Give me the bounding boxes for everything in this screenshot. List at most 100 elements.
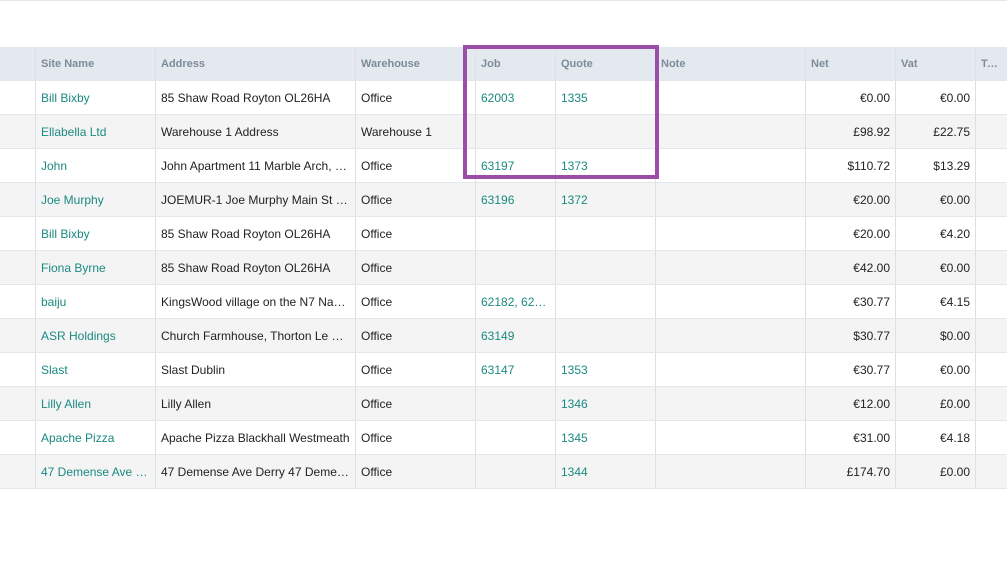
job-cell[interactable]: 63197 xyxy=(476,149,556,182)
job-link[interactable]: 63196 xyxy=(481,192,515,207)
row-select-cell[interactable] xyxy=(0,353,36,386)
net-cell: €20.00 xyxy=(806,217,896,250)
table-row[interactable]: Ellabella Ltd Warehouse 1 Address Wareho… xyxy=(0,114,1007,148)
site-name-link[interactable]: Apache Pizza xyxy=(41,430,115,445)
row-select-cell[interactable] xyxy=(0,455,36,488)
table-row[interactable]: Joe Murphy JOEMUR-1 Joe Murphy Main St D… xyxy=(0,182,1007,216)
vat-cell: £0.00 xyxy=(896,455,976,488)
job-cell[interactable]: 62003 xyxy=(476,81,556,114)
site-name-link[interactable]: Fiona Byrne xyxy=(41,260,106,275)
site-name-link[interactable]: ASR Holdings xyxy=(41,328,116,343)
site-name-cell[interactable]: ASR Holdings xyxy=(36,319,156,352)
note-cell xyxy=(656,319,806,352)
quote-cell[interactable] xyxy=(556,251,656,284)
job-link[interactable]: 63147 xyxy=(481,362,515,377)
site-name-link[interactable]: Bill Bixby xyxy=(41,226,90,241)
table-row[interactable]: 47 Demense Ave Derry 47 Demense Ave Derr… xyxy=(0,454,1007,488)
site-name-cell[interactable]: John xyxy=(36,149,156,182)
quote-cell[interactable] xyxy=(556,217,656,250)
site-name-cell[interactable]: Joe Murphy xyxy=(36,183,156,216)
column-header-warehouse[interactable]: Warehouse xyxy=(356,47,476,80)
job-cell[interactable]: 62182, 62183 xyxy=(476,285,556,318)
job-cell[interactable] xyxy=(476,455,556,488)
site-name-link[interactable]: Joe Murphy xyxy=(41,192,104,207)
site-name-link[interactable]: Bill Bixby xyxy=(41,90,90,105)
address-cell: 85 Shaw Road Royton OL26HA xyxy=(156,217,356,250)
table-row[interactable]: ASR Holdings Church Farmhouse, Thorton L… xyxy=(0,318,1007,352)
column-header-job[interactable]: Job xyxy=(476,47,556,80)
site-name-link[interactable]: baiju xyxy=(41,294,67,309)
quote-link[interactable]: 1344 xyxy=(561,464,588,479)
row-select-cell[interactable] xyxy=(0,217,36,250)
row-select-cell[interactable] xyxy=(0,421,36,454)
quote-link[interactable]: 1346 xyxy=(561,396,588,411)
job-cell[interactable] xyxy=(476,115,556,148)
table-row[interactable]: Bill Bixby 85 Shaw Road Royton OL26HA Of… xyxy=(0,80,1007,114)
column-header-quote[interactable]: Quote xyxy=(556,47,656,80)
quote-cell[interactable]: 1372 xyxy=(556,183,656,216)
site-name-link[interactable]: Slast xyxy=(41,362,68,377)
row-select-cell[interactable] xyxy=(0,115,36,148)
select-column-header[interactable] xyxy=(0,47,36,80)
quote-link[interactable]: 1373 xyxy=(561,158,588,173)
row-select-cell[interactable] xyxy=(0,183,36,216)
job-cell[interactable] xyxy=(476,217,556,250)
job-link[interactable]: 63149 xyxy=(481,328,515,343)
site-name-link[interactable]: Lilly Allen xyxy=(41,396,92,411)
row-select-cell[interactable] xyxy=(0,81,36,114)
job-cell[interactable] xyxy=(476,251,556,284)
job-link[interactable]: 62182, 62183 xyxy=(481,294,550,309)
job-link[interactable]: 62003 xyxy=(481,90,515,105)
job-link[interactable]: 63197 xyxy=(481,158,515,173)
row-select-cell[interactable] xyxy=(0,387,36,420)
table-row[interactable]: baiju KingsWood village on the N7 Naas R… xyxy=(0,284,1007,318)
job-cell[interactable]: 63149 xyxy=(476,319,556,352)
table-row[interactable]: Slast Slast Dublin Office 63147 1353 €30… xyxy=(0,352,1007,386)
quote-cell[interactable] xyxy=(556,285,656,318)
site-name-cell[interactable]: Slast xyxy=(36,353,156,386)
site-name-cell[interactable]: Ellabella Ltd xyxy=(36,115,156,148)
quote-link[interactable]: 1372 xyxy=(561,192,588,207)
job-cell[interactable] xyxy=(476,387,556,420)
quote-cell[interactable] xyxy=(556,115,656,148)
table-row[interactable]: Apache Pizza Apache Pizza Blackhall West… xyxy=(0,420,1007,454)
site-name-link[interactable]: John xyxy=(41,158,68,173)
site-name-link[interactable]: 47 Demense Ave Derry xyxy=(41,464,150,479)
row-select-cell[interactable] xyxy=(0,319,36,352)
column-header-total[interactable]: Total xyxy=(981,57,1002,70)
row-select-cell[interactable] xyxy=(0,251,36,284)
column-header-net[interactable]: Net xyxy=(806,47,896,80)
quote-link[interactable]: 1345 xyxy=(561,430,588,445)
quote-cell[interactable]: 1353 xyxy=(556,353,656,386)
job-cell[interactable] xyxy=(476,421,556,454)
site-name-cell[interactable]: Lilly Allen xyxy=(36,387,156,420)
row-select-cell[interactable] xyxy=(0,149,36,182)
vat-cell: €0.00 xyxy=(896,251,976,284)
quote-cell[interactable]: 1345 xyxy=(556,421,656,454)
quote-cell[interactable]: 1346 xyxy=(556,387,656,420)
table-row[interactable]: Bill Bixby 85 Shaw Road Royton OL26HA Of… xyxy=(0,216,1007,250)
table-row[interactable]: Fiona Byrne 85 Shaw Road Royton OL26HA O… xyxy=(0,250,1007,284)
quote-link[interactable]: 1335 xyxy=(561,90,588,105)
site-name-cell[interactable]: Bill Bixby xyxy=(36,217,156,250)
job-cell[interactable]: 63196 xyxy=(476,183,556,216)
table-row[interactable]: John John Apartment 11 Marble Arch, Lond… xyxy=(0,148,1007,182)
row-select-cell[interactable] xyxy=(0,285,36,318)
quote-cell[interactable] xyxy=(556,319,656,352)
quote-cell[interactable]: 1344 xyxy=(556,455,656,488)
column-header-address[interactable]: Address xyxy=(156,47,356,80)
column-header-vat[interactable]: Vat xyxy=(896,47,976,80)
column-header-site-name[interactable]: Site Name xyxy=(36,47,156,80)
site-name-link[interactable]: Ellabella Ltd xyxy=(41,124,107,139)
site-name-cell[interactable]: Apache Pizza xyxy=(36,421,156,454)
job-cell[interactable]: 63147 xyxy=(476,353,556,386)
site-name-cell[interactable]: Bill Bixby xyxy=(36,81,156,114)
quote-cell[interactable]: 1373 xyxy=(556,149,656,182)
table-row[interactable]: Lilly Allen Lilly Allen Office 1346 €12.… xyxy=(0,386,1007,420)
quote-link[interactable]: 1353 xyxy=(561,362,588,377)
quote-cell[interactable]: 1335 xyxy=(556,81,656,114)
site-name-cell[interactable]: baiju xyxy=(36,285,156,318)
column-header-note[interactable]: Note xyxy=(656,47,806,80)
site-name-cell[interactable]: 47 Demense Ave Derry xyxy=(36,455,156,488)
site-name-cell[interactable]: Fiona Byrne xyxy=(36,251,156,284)
